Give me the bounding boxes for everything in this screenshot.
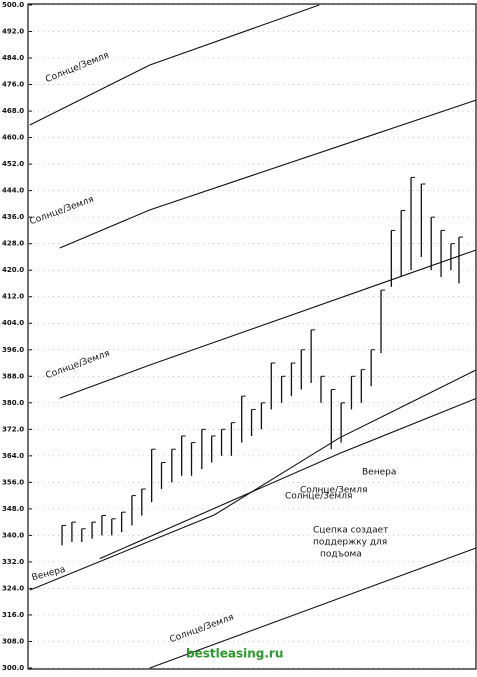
y-tick-label: 324.0	[2, 584, 24, 592]
y-tick-label: 428.0	[2, 240, 24, 248]
series-label: Солнце/Земля	[300, 486, 367, 496]
y-tick-label: 412.0	[2, 293, 24, 301]
y-tick-label: 436.0	[2, 213, 24, 221]
y-tick-label: 452.0	[2, 160, 24, 168]
annotation: поддержку для	[313, 538, 387, 548]
plot-frame	[27, 3, 477, 670]
series-label: Солнце/Земля	[44, 349, 111, 381]
y-tick-label: 364.0	[2, 452, 24, 460]
y-tick-label: 444.0	[2, 187, 24, 195]
y-tick-label: 356.0	[2, 478, 24, 486]
series-line	[99, 397, 477, 560]
annotation: Венера	[362, 468, 396, 478]
y-tick-label: 500.0	[2, 1, 24, 9]
y-tick-label: 308.0	[2, 637, 24, 645]
annotation: Сцепка создает	[313, 526, 388, 536]
series-label: Солнце/Земля	[44, 51, 110, 86]
series-line	[149, 547, 477, 669]
y-tick-label: 332.0	[2, 558, 24, 566]
y-tick-label: 372.0	[2, 425, 24, 433]
y-tick-label: 388.0	[2, 372, 24, 380]
y-tick-label: 492.0	[2, 28, 24, 36]
y-tick-label: 380.0	[2, 399, 24, 407]
y-tick-label: 316.0	[2, 611, 24, 619]
y-tick-label: 348.0	[2, 505, 24, 513]
y-tick-label: 476.0	[2, 81, 24, 89]
y-tick-label: 404.0	[2, 319, 24, 327]
series-label: Солнце/Земля	[28, 195, 95, 227]
y-tick-label: 460.0	[2, 134, 24, 142]
y-tick-label: 484.0	[2, 54, 24, 62]
y-tick-label: 396.0	[2, 346, 24, 354]
series-line	[59, 249, 477, 399]
watermark: bestleasing.ru	[186, 647, 283, 661]
series-label: Венера	[31, 565, 67, 584]
series-line	[29, 4, 320, 126]
y-tick-label: 420.0	[2, 266, 24, 274]
annotation: Солнце/Земля	[285, 492, 352, 502]
y-tick-label: 340.0	[2, 531, 24, 539]
y-tick-label: 468.0	[2, 107, 24, 115]
series-line	[59, 99, 477, 249]
annotation: подъома	[320, 550, 362, 560]
series-line	[29, 369, 477, 591]
y-tick-label: 300.0	[2, 664, 24, 672]
